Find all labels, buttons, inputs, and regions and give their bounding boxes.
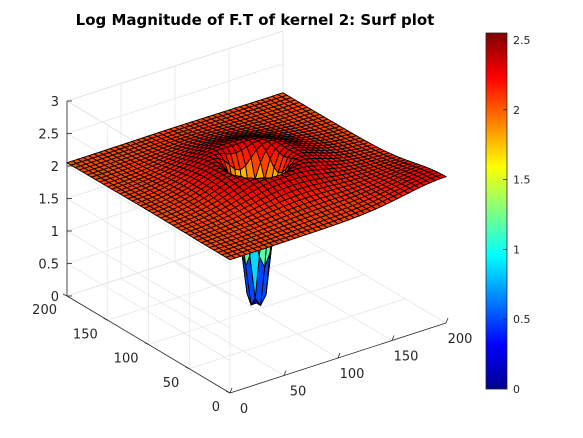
colorbar-tick-label: 1.5 [513, 174, 531, 187]
z-axis-ticks: 0 0.5 1 1.5 2 2.5 3 [38, 95, 72, 305]
z-tick-label: 1 [51, 225, 59, 240]
colorbar-tick-label: 1 [513, 243, 520, 256]
x-tick-label: 100 [340, 367, 365, 382]
y-tick-mark [225, 390, 231, 394]
x-tick-mark [337, 352, 341, 359]
x-tick-label: 50 [290, 385, 307, 400]
x-tick-mark [445, 317, 449, 324]
colorbar-ticks: 0 0.5 1 1.5 2 2.5 [503, 34, 531, 396]
y-tick-label: 50 [163, 376, 180, 391]
x-axis-ticks: 0 50 100 150 200 [229, 317, 473, 417]
grid-line [148, 274, 365, 345]
colorbar-tick-label: 2 [513, 104, 520, 117]
y-tick-mark [62, 293, 68, 297]
z-tick-label: 1.5 [38, 193, 59, 208]
y-tick-label: 100 [114, 352, 139, 367]
z-tick-label: 3 [51, 95, 59, 110]
x-tick-mark [283, 370, 287, 376]
z-tick-label: 2.5 [38, 128, 59, 143]
x-tick-label: 150 [394, 350, 419, 365]
surface-mesh [65, 92, 448, 307]
y-tick-label: 0 [212, 400, 220, 415]
y-tick-mark [144, 342, 149, 345]
grid-line [282, 225, 447, 324]
colorbar-tick-label: 0.5 [513, 313, 531, 326]
colorbar-tick-label: 2.5 [513, 34, 531, 47]
grid-line [107, 249, 324, 321]
z-tick-label: 2 [51, 160, 59, 175]
x-tick-mark [391, 335, 395, 341]
y-axis-ticks: 0 50 100 150 200 [32, 293, 231, 415]
y-tick-mark [103, 317, 108, 321]
x-tick-label: 0 [240, 402, 248, 417]
z-tick-label: 0.5 [38, 258, 59, 273]
y-tick-mark [185, 366, 190, 370]
chart-title: Log Magnitude of F.T of kernel 2: Surf p… [76, 11, 435, 29]
colorbar-tick-label: 0 [513, 383, 520, 396]
y-tick-label: 200 [32, 303, 57, 318]
y-tick-label: 150 [73, 327, 98, 342]
colorbar [485, 32, 508, 390]
x-tick-mark [229, 387, 233, 394]
x-tick-label: 200 [448, 332, 473, 347]
z-tick-label: 0 [51, 290, 59, 305]
surface-patch [224, 255, 237, 261]
